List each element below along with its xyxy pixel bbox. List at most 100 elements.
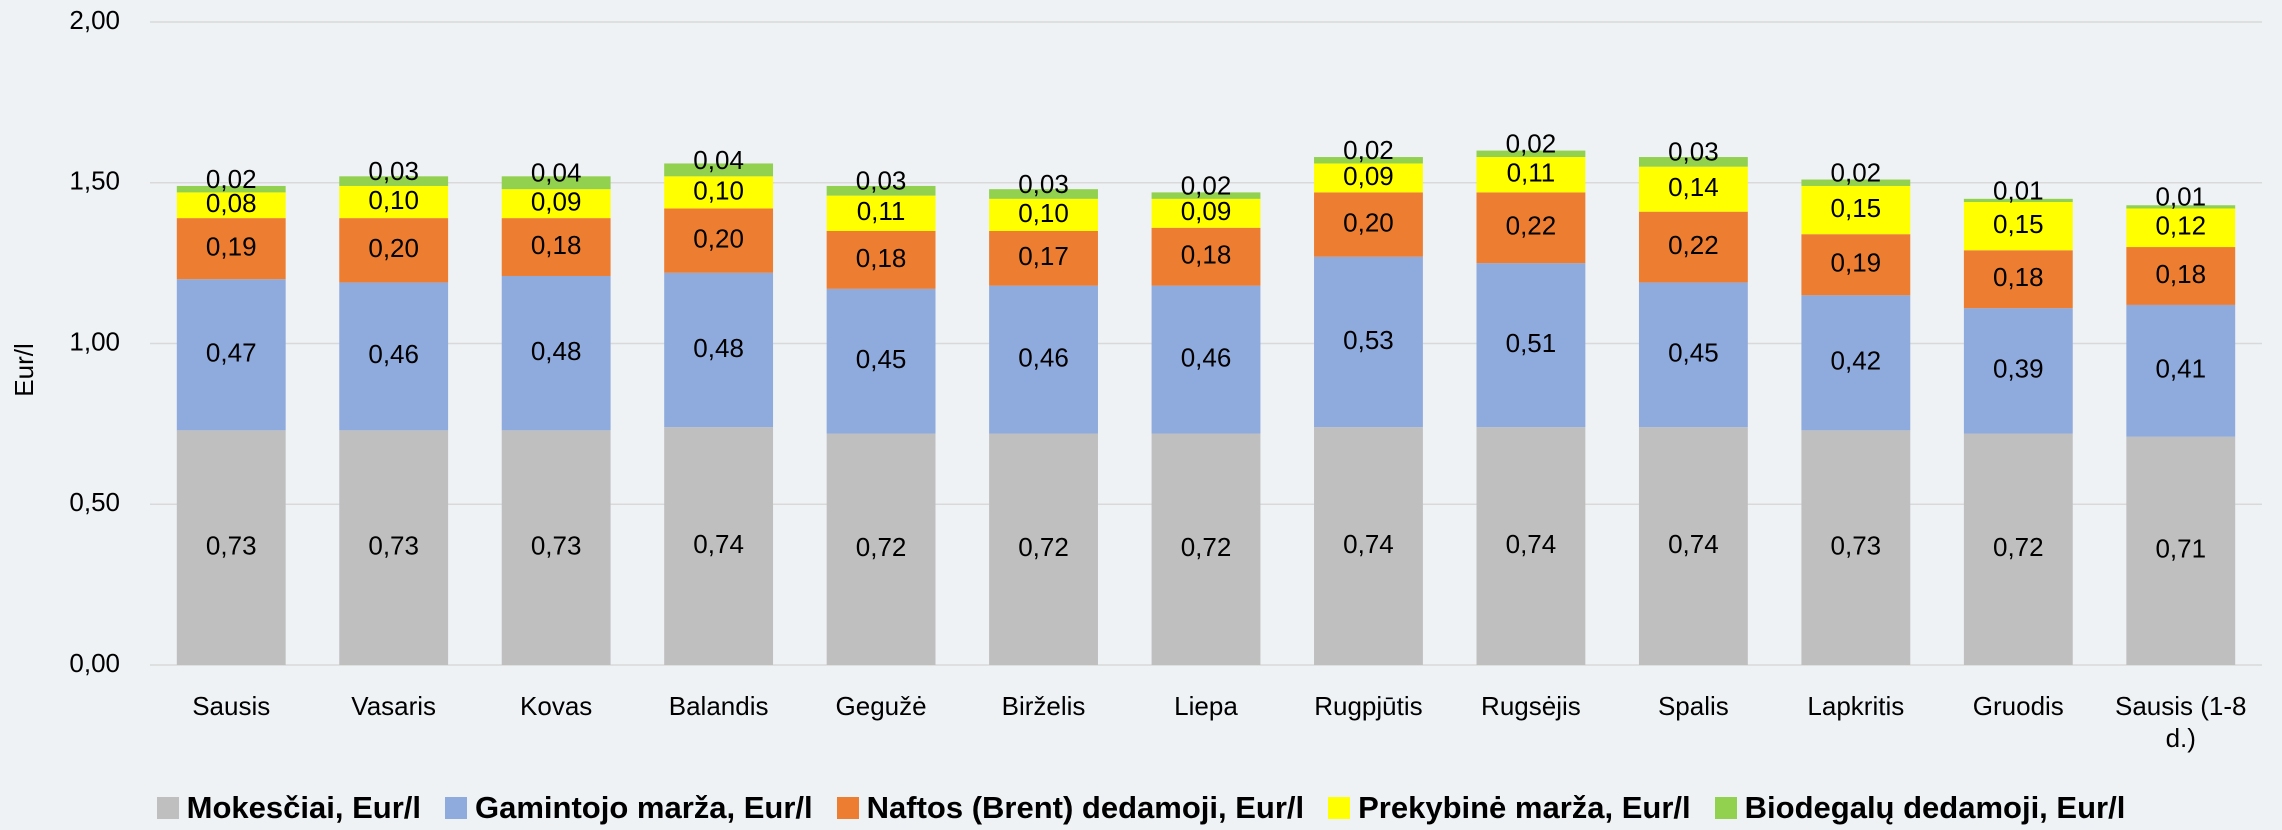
bar-segment — [1314, 163, 1423, 193]
data-label: 0,18 — [2155, 259, 2206, 289]
bar-segment — [1638, 427, 1748, 665]
bar-segment — [339, 282, 449, 431]
bar-segment — [664, 163, 774, 177]
bar-segment — [1151, 192, 1261, 199]
bar-segment — [2126, 436, 2236, 665]
bar-segment — [1801, 179, 1911, 186]
bar-segment — [339, 430, 449, 665]
data-label: 0,20 — [368, 233, 419, 263]
y-tick-label: 1,50 — [69, 166, 120, 196]
data-label: 0,02 — [1181, 170, 1232, 200]
bar-segment — [1638, 282, 1748, 428]
data-label: 0,20 — [1343, 207, 1394, 237]
data-label: 0,11 — [857, 196, 906, 226]
data-label: 0,10 — [693, 175, 744, 205]
bar-segment — [1801, 185, 1911, 235]
data-label: 0,02 — [206, 164, 257, 194]
data-label: 0,03 — [1668, 137, 1719, 167]
data-label: 0,02 — [1831, 158, 1882, 188]
data-label: 0,15 — [1831, 193, 1882, 223]
bar-segment — [826, 185, 936, 196]
data-label: 0,45 — [1668, 338, 1719, 368]
data-label: 0,45 — [856, 344, 907, 374]
data-label: 0,74 — [693, 529, 744, 559]
bar-segment — [1151, 198, 1261, 228]
legend-label: Gamintojo marža, Eur/l — [475, 790, 813, 825]
data-label: 0,41 — [2155, 354, 2206, 384]
legend-swatch — [1714, 797, 1737, 819]
data-label: 0,48 — [693, 333, 744, 363]
bar-segment — [989, 433, 1098, 665]
x-tick-label: Kovas — [520, 691, 593, 721]
data-label: 0,73 — [206, 531, 257, 561]
legend-label: Biodegalų dedamoji, Eur/l — [1744, 790, 2126, 825]
x-tick-label: Gegužė — [835, 691, 927, 721]
bar-segment — [1963, 308, 2073, 434]
legend-label: Prekybinė marža, Eur/l — [1358, 790, 1691, 825]
bar-segment — [176, 192, 286, 219]
data-label: 0,71 — [2155, 534, 2206, 564]
bar-segment — [664, 176, 774, 209]
bar-segment — [2126, 304, 2236, 437]
bar-segment — [339, 185, 449, 219]
data-label: 0,74 — [1668, 529, 1719, 559]
data-label: 0,72 — [856, 532, 907, 562]
bar-segment — [2126, 247, 2236, 305]
data-label: 0,03 — [1018, 169, 1069, 199]
x-tick-label: Sausis — [192, 691, 271, 721]
bar-segment — [1476, 427, 1586, 665]
data-label: 0,09 — [531, 187, 582, 217]
data-label: 0,12 — [2155, 211, 2206, 241]
data-label: 0,72 — [1018, 532, 1069, 562]
bar-segment — [1151, 433, 1261, 665]
legend-swatch — [836, 797, 859, 819]
bar-segment — [176, 218, 286, 280]
data-label: 0,20 — [693, 223, 744, 253]
bar-segment — [339, 218, 449, 283]
legend: Mokesčiai, Eur/l Gamintojo marža, Eur/l Na… — [0, 790, 2282, 826]
data-label: 0,09 — [1181, 196, 1232, 226]
bar-segment — [501, 275, 611, 431]
bar-segment — [989, 285, 1098, 434]
bar-segment — [664, 272, 774, 428]
x-tick-label: Balandis — [668, 691, 769, 721]
bar-segment — [1638, 166, 1748, 212]
legend-label: Naftos (Brent) dedamoji, Eur/l — [866, 790, 1305, 825]
y-tick-label: 1,00 — [69, 326, 120, 356]
bar-segment — [1801, 234, 1911, 296]
bar-segment — [1963, 433, 2073, 665]
data-label: 0,53 — [1343, 325, 1394, 355]
data-label: 0,74 — [1506, 529, 1557, 559]
data-label: 0,39 — [1993, 354, 2044, 384]
bar-segment — [989, 189, 1098, 199]
data-label: 0,18 — [531, 230, 582, 260]
data-label: 0,46 — [368, 339, 419, 369]
bar-segment — [176, 279, 286, 431]
data-label: 0,19 — [206, 232, 257, 262]
legend-item: Gamintojo marža, Eur/l — [445, 790, 813, 826]
data-label: 0,03 — [368, 156, 419, 186]
legend-swatch — [445, 797, 467, 819]
legend-swatch — [156, 797, 179, 819]
data-label: 0,09 — [1343, 161, 1394, 191]
data-label: 0,73 — [531, 531, 582, 561]
data-label: 0,01 — [1993, 175, 2044, 205]
data-label: 0,10 — [1018, 198, 1069, 228]
data-label: 0,10 — [368, 185, 419, 215]
bar-segment — [501, 189, 611, 219]
bar-segment — [2126, 205, 2236, 209]
legend-swatch — [1328, 797, 1351, 819]
data-label: 0,42 — [1831, 346, 1882, 376]
x-tick-label: Sausis (1-8 d.) — [2115, 691, 2247, 753]
x-tick-label: Spalis — [1657, 691, 1729, 721]
x-tick-label: Birželis — [1001, 691, 1086, 721]
data-label: 0,51 — [1506, 328, 1557, 358]
y-axis-label: Eur/l — [9, 343, 39, 396]
bar-segment — [826, 230, 936, 289]
bar-segment — [1476, 192, 1586, 264]
bar-segment — [826, 195, 936, 231]
x-tick-label: Liepa — [1174, 691, 1238, 721]
bar-segment — [826, 433, 936, 665]
y-tick-label: 0,00 — [69, 648, 120, 678]
data-label: 0,74 — [1343, 529, 1394, 559]
